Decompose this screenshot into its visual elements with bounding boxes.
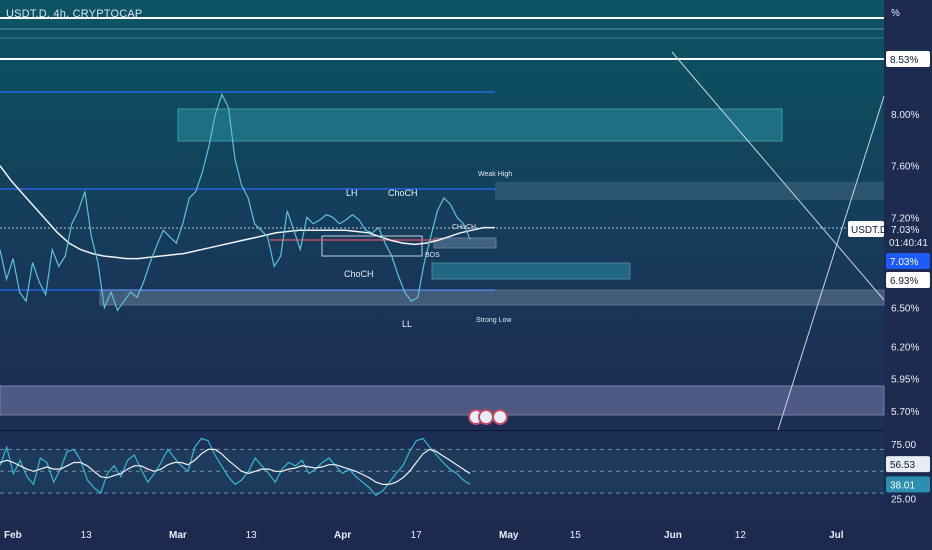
price-tick-label: 8.00% <box>891 110 919 121</box>
time-tick-label: Apr <box>334 530 351 541</box>
price-tick-label: 7.60% <box>891 162 919 173</box>
rsi-tag-b: 38.01 <box>890 480 915 491</box>
rsi-tag-a: 56.53 <box>890 460 915 471</box>
percent-unit-label: % <box>891 8 900 19</box>
price-tick-label: 6.50% <box>891 304 919 315</box>
annot-choch-2: ChoCH <box>344 269 374 279</box>
rsi-tag-a-bg <box>886 456 930 473</box>
rsi-tick-label: 25.00 <box>891 495 916 506</box>
price-line <box>0 93 471 312</box>
annot-choch: ChoCH <box>388 188 418 198</box>
rsi-tag-b-bg <box>886 476 930 493</box>
annot-choch-3: CHoCH <box>452 224 476 231</box>
tag-693-bg <box>886 272 930 288</box>
time-tick-label: Mar <box>169 530 187 541</box>
annot-lh: LH <box>346 188 358 198</box>
lower-demand-zone <box>0 385 885 416</box>
supply-zone <box>177 108 783 142</box>
diag-line-up <box>777 95 885 431</box>
annot-bos: BOS <box>425 252 440 259</box>
tag-703-blue: 7.03% <box>890 257 918 268</box>
annot-strong-low: Strong Low <box>476 317 512 324</box>
time-tick-label: 13 <box>246 530 258 541</box>
event-icon <box>478 409 494 425</box>
time-tick-label: 12 <box>735 530 747 541</box>
annot-weak-high: Weak High <box>478 171 512 178</box>
price-tick-label: 6.20% <box>891 342 919 353</box>
time-tick-label: 17 <box>411 530 423 541</box>
symbol-title: USDT.D, 4h, CRYPTOCAP <box>6 8 143 20</box>
time-tick-label: 15 <box>570 530 582 541</box>
time-tick-label: Jul <box>829 530 844 541</box>
panel-separator <box>0 430 884 431</box>
event-icon <box>492 409 508 425</box>
rsi-signal-line <box>0 448 471 485</box>
time-tick-label: Jun <box>664 530 682 541</box>
fvg-zone <box>431 262 631 280</box>
time-tick-label: Feb <box>4 530 22 541</box>
countdown: 01:40:41 <box>889 238 928 249</box>
price-tick-label: 7.20% <box>891 213 919 224</box>
time-tick-label: May <box>499 530 519 541</box>
price-tick-label: 5.70% <box>891 407 919 418</box>
current-symbol: USDT.D <box>851 225 887 236</box>
rsi-tick-label: 75.00 <box>891 440 916 451</box>
rsi-line <box>0 437 471 497</box>
tag-853-bg <box>886 51 930 67</box>
time-tick-label: 13 <box>81 530 93 541</box>
demand-zone <box>99 289 885 306</box>
diag-line-down <box>671 51 885 301</box>
current-symbol-bg <box>848 221 884 237</box>
current-price: 7.03% <box>891 225 919 236</box>
weak-high-zone <box>495 182 884 200</box>
price-tick-label: 5.95% <box>891 375 919 386</box>
time-axis-bg <box>0 518 932 550</box>
bos-box <box>433 237 497 249</box>
tag-693: 6.93% <box>890 276 918 287</box>
ema-line <box>0 165 495 260</box>
choch-box <box>321 235 423 257</box>
tag-853: 8.53% <box>890 55 918 66</box>
tag-703-blue-bg <box>886 253 930 269</box>
annot-ll: LL <box>402 319 412 329</box>
